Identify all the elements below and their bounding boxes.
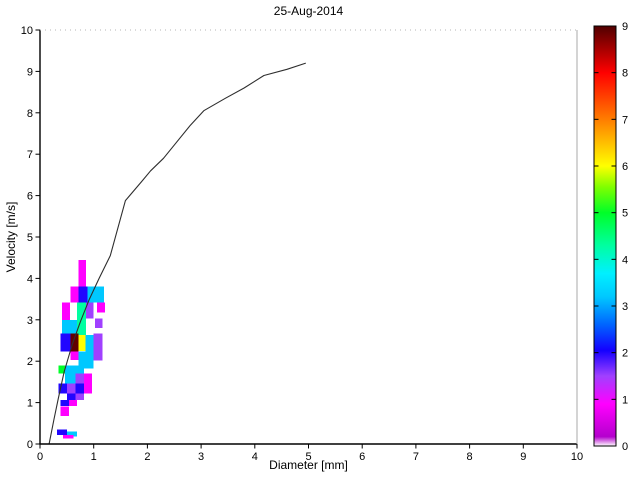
heatmap-cell [66, 431, 77, 437]
heatmap-cell [65, 373, 76, 384]
x-tick-label: 1 [91, 451, 97, 463]
colorbar-tick-label: 3 [622, 301, 628, 313]
x-tick-label: 0 [37, 451, 43, 463]
heatmap-cell [84, 383, 93, 394]
heatmap-cell [87, 286, 104, 303]
x-tick-label: 8 [467, 451, 473, 463]
y-axis-label: Velocity [m/s] [4, 201, 18, 273]
heatmap-cell [93, 333, 103, 361]
y-tick-label: 8 [27, 108, 33, 120]
y-tick-label: 10 [21, 25, 33, 37]
colorbar-tick-label: 9 [622, 21, 628, 33]
x-axis-label: Diameter [mm] [269, 458, 348, 472]
colorbar-border [593, 25, 617, 447]
heatmap-cell [60, 400, 69, 406]
heatmap-cell [58, 383, 67, 394]
heatmap-cell [96, 302, 105, 313]
heatmap-cell [70, 351, 79, 360]
colorbar-tick-label: 7 [622, 114, 628, 126]
y-tick-label: 6 [27, 191, 33, 203]
heatmap-cell [75, 393, 84, 401]
heatmap-cell [94, 318, 103, 329]
heatmap-cell [58, 365, 66, 374]
heatmap-cell [69, 400, 78, 406]
y-tick-label: 4 [27, 273, 33, 285]
heatmap-cell [62, 302, 71, 321]
y-tick-label: 5 [27, 232, 33, 244]
heatmap-cell [60, 406, 69, 417]
heatmap-cell [85, 335, 94, 352]
colorbar-tick-label: 0 [622, 441, 628, 453]
x-tick-label: 7 [413, 451, 419, 463]
y-tick-label: 2 [27, 356, 33, 368]
colorbar-tick-label: 8 [622, 68, 628, 80]
heatmap-cell [66, 383, 76, 394]
heatmap-cell [84, 373, 93, 384]
y-tick-label: 0 [27, 439, 33, 451]
heatmap-cell [78, 351, 94, 369]
colorbar [594, 26, 616, 446]
x-tick-label: 5 [305, 451, 311, 463]
heatmap-cell [66, 393, 76, 401]
plot-title: 25-Aug-2014 [273, 4, 344, 18]
heatmap-cell [57, 429, 67, 435]
colorbar-tick-label: 2 [622, 348, 628, 360]
heatmap-cell [78, 286, 88, 303]
heatmap-cell [78, 259, 87, 287]
heatmap-cell [78, 335, 86, 351]
colorbar-tick-label: 4 [622, 254, 628, 266]
colorbar-tick-label: 6 [622, 161, 628, 173]
x-tick-label: 6 [359, 451, 365, 463]
heatmap-cell [70, 286, 79, 303]
y-tick-label: 9 [27, 66, 33, 78]
x-tick-label: 9 [520, 451, 526, 463]
heatmap-cell [63, 434, 74, 439]
heatmap-cell [75, 373, 84, 384]
heatmap-cell [70, 333, 79, 352]
y-tick-label: 3 [27, 315, 33, 327]
heatmap-cell [86, 302, 94, 319]
x-tick-label: 3 [198, 451, 204, 463]
heatmap-cell [62, 320, 77, 336]
heatmap-cell [65, 365, 84, 374]
heatmap-cell [75, 383, 84, 394]
x-tick-label: 2 [144, 451, 150, 463]
y-tick-label: 1 [27, 398, 33, 410]
y-tick-label: 7 [27, 149, 33, 161]
x-tick-label: 4 [252, 451, 258, 463]
colorbar-tick-label: 5 [622, 208, 628, 220]
terminal-velocity-curve [48, 62, 306, 445]
heatmap-cell [60, 333, 71, 352]
x-tick-label: 10 [571, 451, 583, 463]
colorbar-tick-label: 1 [622, 394, 628, 406]
